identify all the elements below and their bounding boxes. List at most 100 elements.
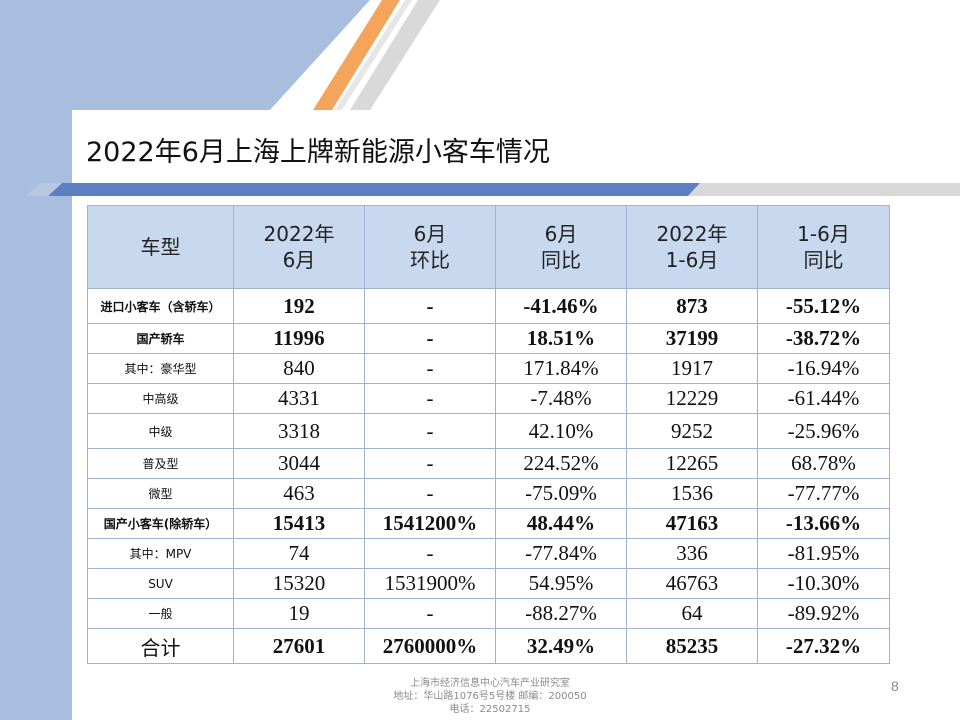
table-cell: -25.96% <box>757 413 890 449</box>
table-cell: - <box>364 323 496 354</box>
table-cell: 3044 <box>233 448 365 479</box>
row-label: 一般 <box>87 598 234 629</box>
table-row: 其中：MPV 74- -77.84% 336 -81.95% <box>87 538 890 569</box>
column-header-line: 1-6月 <box>665 248 719 272</box>
row-label: 国产轿车 <box>87 323 234 354</box>
table-cell: - <box>364 538 496 569</box>
row-label: 国产小客车(除轿车） <box>87 508 234 539</box>
table-cell: - <box>364 383 496 414</box>
table-cell: 46763 <box>626 568 758 599</box>
column-header-line: 2022年 <box>263 222 335 246</box>
table-cell: 37199 <box>626 323 758 354</box>
table-body: 进口小客车（含轿车） 192- -41.46% 873 -55.12% 国产轿车 11996… <box>87 288 890 664</box>
table-row: 进口小客车（含轿车） 192- -41.46% 873 -55.12% <box>87 288 890 324</box>
table-cell: 74 <box>233 538 365 569</box>
table-cell: 12229 <box>626 383 758 414</box>
column-header: 6月 环比 <box>364 205 496 289</box>
table-cell: -10.30% <box>757 568 890 599</box>
column-header-line: 2022年 <box>656 222 728 246</box>
table-cell: -81.95% <box>757 538 890 569</box>
table-cell: 171.84% <box>495 353 627 384</box>
footer-line-2: 地址：华山路1076号5号楼 邮编：200050 <box>393 691 587 702</box>
gray-stripe-2 <box>335 0 412 110</box>
footer: 上海市经济信息中心汽车产业研究室 地址：华山路1076号5号楼 邮编：20005… <box>360 677 620 716</box>
table-cell: 54.95% <box>495 568 627 599</box>
table-row: 微型 463- -75.09% 1536 -77.77% <box>87 478 890 509</box>
table-cell: -61.44% <box>757 383 890 414</box>
column-header-line: 6月 <box>413 222 447 246</box>
row-label: 普及型 <box>87 448 234 479</box>
table-cell: 840 <box>233 353 365 384</box>
table-cell: - <box>364 413 496 449</box>
table-cell: -77.84% <box>495 538 627 569</box>
table-cell: 224.52% <box>495 448 627 479</box>
column-header-line: 同比 <box>541 248 581 272</box>
table-cell: 336 <box>626 538 758 569</box>
column-header-line: 1-6月 <box>797 222 850 246</box>
table-cell: - <box>364 598 496 629</box>
column-header-line: 6月 <box>282 248 316 272</box>
table-row: 其中：豪华型 840-171.84% 1917 -16.94% <box>87 353 890 384</box>
table-cell: 15413 <box>233 508 365 539</box>
table-cell: 1917 <box>626 353 758 384</box>
table-cell: -13.66% <box>757 508 890 539</box>
table-cell: -16.94% <box>757 353 890 384</box>
table-cell: -38.72% <box>757 323 890 354</box>
column-header-line: 6月 <box>544 222 578 246</box>
table-row: 中级 3318-42.10% 9252 -25.96% <box>87 413 890 449</box>
slide-title: 2022年6月上海上牌新能源小客车情况 <box>86 137 550 168</box>
table-row: 中高级 4331- -7.48% 12229 -61.44% <box>87 383 890 414</box>
table-row: 一般 19- -88.27% 64 -89.92% <box>87 598 890 629</box>
table-cell: 27601 <box>233 628 365 664</box>
table-cell: 42.10% <box>495 413 627 449</box>
column-header: 2022年 6月 <box>233 205 365 289</box>
column-header-line: 同比 <box>803 248 844 272</box>
table-cell: -77.77% <box>757 478 890 509</box>
table-cell: 18.51% <box>495 323 627 354</box>
table-cell: 9252 <box>626 413 758 449</box>
table-cell: -27.32% <box>757 628 890 664</box>
column-header-line: 环比 <box>410 248 450 272</box>
table-cell: 64 <box>626 598 758 629</box>
table-cell: 4331 <box>233 383 365 414</box>
table-row: 国产小客车(除轿车） 15413 1541200% 48.44% 47163 -13.66… <box>87 508 890 539</box>
table-cell: -89.92% <box>757 598 890 629</box>
table-cell: - <box>364 353 496 384</box>
column-header: 1-6月 同比 <box>757 205 890 289</box>
title-underline-blue <box>48 183 700 196</box>
table-cell: 2760000% <box>364 628 496 664</box>
table-cell: 12265 <box>626 448 758 479</box>
column-header: 2022年 1-6月 <box>626 205 758 289</box>
table-cell: 19 <box>233 598 365 629</box>
table-cell: 47163 <box>626 508 758 539</box>
left-blue-band <box>0 0 370 720</box>
row-label: 其中：豪华型 <box>87 353 234 384</box>
table-row: 合计 27601 2760000% 32.49% 85235 -27.32% <box>87 628 890 664</box>
table-row: 国产轿车 11996-18.51% 37199 -38.72% <box>87 323 890 354</box>
table-header: 车型 2022年 6月 6月 环比 6月 同比 2022年 1-6月 1-6月 同比 <box>87 205 890 289</box>
table-row: 普及型 3044-224.52% 12265 68.78% <box>87 448 890 479</box>
table-cell: - <box>364 288 496 324</box>
table-cell: -55.12% <box>757 288 890 324</box>
table-row: SUV 15320 1531900% 54.95% 46763 -10.30% <box>87 568 890 599</box>
column-header: 6月 同比 <box>495 205 627 289</box>
column-header: 车型 <box>87 205 234 289</box>
table-cell: 1531900% <box>364 568 496 599</box>
gray-stripe-1 <box>350 0 440 110</box>
table-cell: -88.27% <box>495 598 627 629</box>
row-label: 中高级 <box>87 383 234 414</box>
footer-line-3: 电话：22502715 <box>449 704 531 715</box>
table-cell: 32.49% <box>495 628 627 664</box>
row-label: 中级 <box>87 413 234 449</box>
page-number: 8 <box>891 678 899 694</box>
column-header-line: 车型 <box>140 235 181 259</box>
table-cell: 68.78% <box>757 448 890 479</box>
table-cell: -75.09% <box>495 478 627 509</box>
table-cell: 192 <box>233 288 365 324</box>
table-cell: 48.44% <box>495 508 627 539</box>
table-cell: 1541200% <box>364 508 496 539</box>
table-cell: - <box>364 478 496 509</box>
title-underline-light <box>26 183 62 196</box>
table-cell: - <box>364 448 496 479</box>
table-cell: 1536 <box>626 478 758 509</box>
